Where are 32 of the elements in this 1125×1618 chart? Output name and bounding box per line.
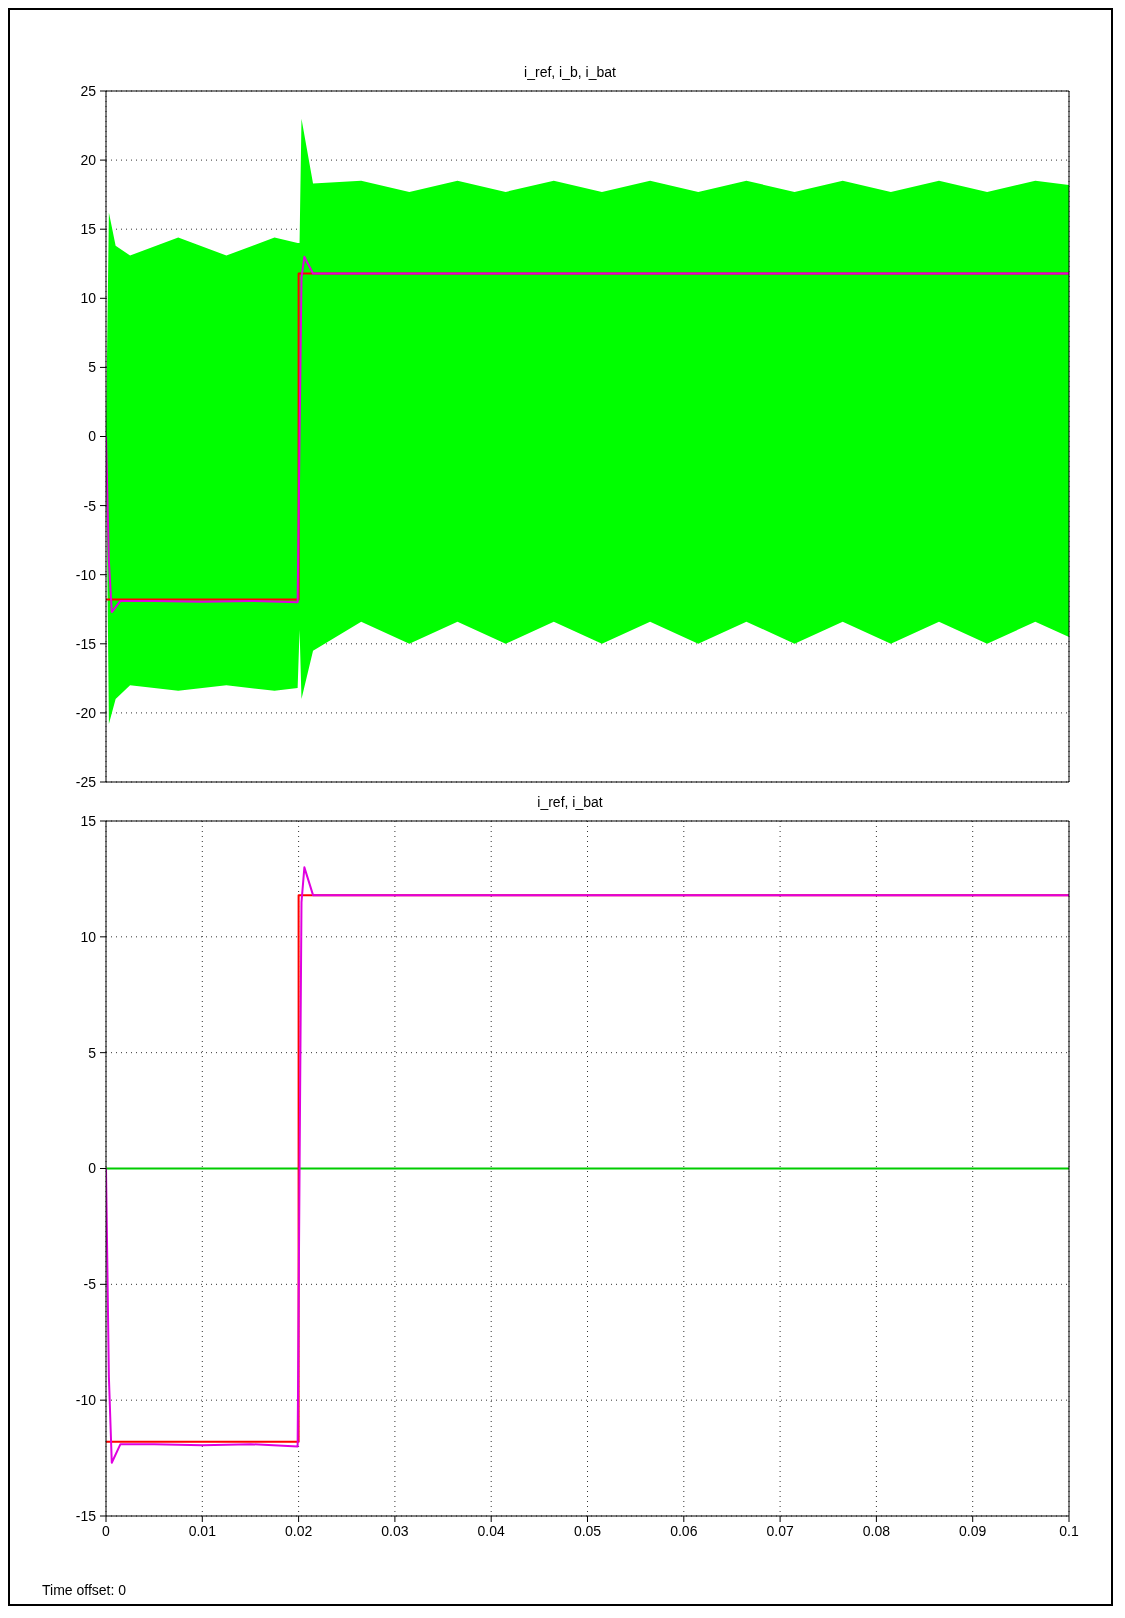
x-tick-label: 0.02 <box>284 1522 313 1539</box>
x-tick-label: 0.01 <box>188 1522 217 1539</box>
x-tick-label: 0.07 <box>766 1522 794 1539</box>
x-tick-label: 0.1 <box>1059 1522 1079 1539</box>
x-tick-label: 0 <box>102 1522 111 1539</box>
y-tick-label: -5 <box>83 1276 97 1293</box>
y-tick-label: 15 <box>80 812 97 829</box>
y-tick-label: 25 <box>80 82 97 99</box>
y-tick-label: 15 <box>80 221 97 238</box>
y-tick-label: -10 <box>75 1392 97 1409</box>
y-tick-label: -25 <box>75 773 97 790</box>
x-tick-label: 0.09 <box>959 1522 987 1539</box>
chart-title: i_ref, i_b, i_bat <box>523 64 617 80</box>
text: Time offset: 0 <box>42 1582 127 1598</box>
y-tick-label: -20 <box>75 704 97 721</box>
y-tick-label: -15 <box>75 1507 97 1524</box>
x-tick-label: 0.08 <box>862 1522 891 1539</box>
y-tick-label: 10 <box>80 290 97 307</box>
x-tick-label: 0.06 <box>670 1522 698 1539</box>
y-tick-label: -15 <box>75 635 97 652</box>
y-tick-label: 10 <box>80 928 97 945</box>
chart-title: i_ref, i_bat <box>536 794 604 810</box>
x-tick-label: 0.05 <box>573 1522 602 1539</box>
x-tick-label: 0.04 <box>477 1522 506 1539</box>
y-tick-label: -5 <box>83 497 97 514</box>
x-tick-label: 0.03 <box>381 1522 409 1539</box>
y-tick-label: 5 <box>88 359 97 376</box>
y-tick-label: 0 <box>88 428 97 445</box>
y-tick-label: 0 <box>88 1160 97 1177</box>
y-tick-label: -10 <box>75 566 97 583</box>
y-tick-label: 20 <box>80 152 97 169</box>
y-tick-label: 5 <box>88 1044 97 1061</box>
